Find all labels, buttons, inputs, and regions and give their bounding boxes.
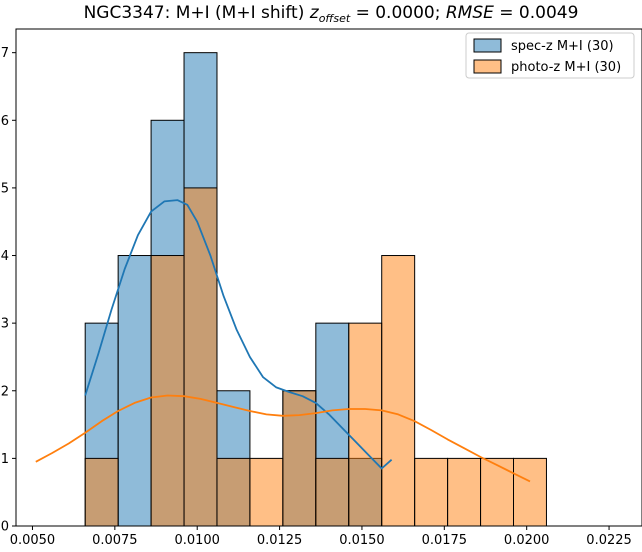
x-tick-label: 0.0175 (422, 533, 468, 548)
bar-series-1-bin-0 (84, 457, 119, 527)
bar-series-1-bin-9 (381, 255, 416, 527)
y-tick-label: 2 (1, 384, 9, 399)
bar-series-1-bin-13 (513, 457, 547, 527)
bar-series-1-bin-5 (249, 457, 284, 527)
legend: spec-z M+I (30) photo-z M+I (30) (465, 32, 635, 79)
axes-frame (15, 28, 642, 527)
legend-box (465, 32, 635, 79)
bar-series-1-bin-4 (216, 457, 251, 527)
bars-layer (84, 52, 547, 527)
legend-swatch-spec-z (473, 38, 502, 53)
bar-series-1-bin-6 (282, 390, 317, 527)
bar-series-1-bin-3 (183, 187, 218, 527)
legend-swatch-photo-z (473, 59, 502, 74)
y-tick-label: 5 (1, 181, 9, 196)
y-tick-label: 6 (1, 114, 9, 129)
y-tick-label: 4 (1, 249, 9, 264)
x-axis: 0.0050 0.0075 0.0100 0.0125 0.0150 0.0175 0.02… (10, 526, 632, 548)
x-tick-label: 0.0100 (174, 533, 220, 548)
y-tick-label: 0 (1, 520, 9, 535)
x-tick-label: 0.0050 (10, 533, 56, 548)
bar-series-1-bin-10 (414, 457, 449, 527)
bar-series-1-bin-11 (447, 457, 482, 527)
bar-series-1-bin-2 (150, 255, 185, 527)
x-tick-label: 0.0125 (257, 533, 303, 548)
kde-layer (35, 199, 531, 483)
x-tick-label: 0.0150 (339, 533, 385, 548)
bar-series-1-bin-7 (315, 457, 350, 527)
bar-series-1-bin-8 (348, 322, 383, 527)
x-tick-label: 0.0225 (586, 533, 632, 548)
x-tick-label: 0.0075 (92, 533, 138, 548)
bar-series-0-bin-1 (117, 255, 152, 527)
y-axis: 0 1 2 3 4 5 6 7 (1, 46, 16, 535)
legend-label-photo-z: photo-z M+I (30) (511, 60, 621, 75)
kde-line-series-1 (35, 394, 531, 483)
legend-label-spec-z: spec-z M+I (30) (511, 39, 614, 54)
y-tick-label: 7 (1, 46, 9, 61)
y-tick-label: 3 (1, 317, 9, 332)
kde-line-series-0 (84, 199, 393, 470)
plot-area: 0.0050 0.0075 0.0100 0.0125 0.0150 0.0175 0.02… (1, 28, 642, 548)
x-tick-label: 0.0200 (504, 533, 550, 548)
y-tick-label: 1 (1, 452, 9, 467)
chart-title: NGC3347: M+I (M+I shift) zoffset = 0.000… (84, 3, 579, 25)
bar-series-1-bin-12 (480, 457, 515, 527)
